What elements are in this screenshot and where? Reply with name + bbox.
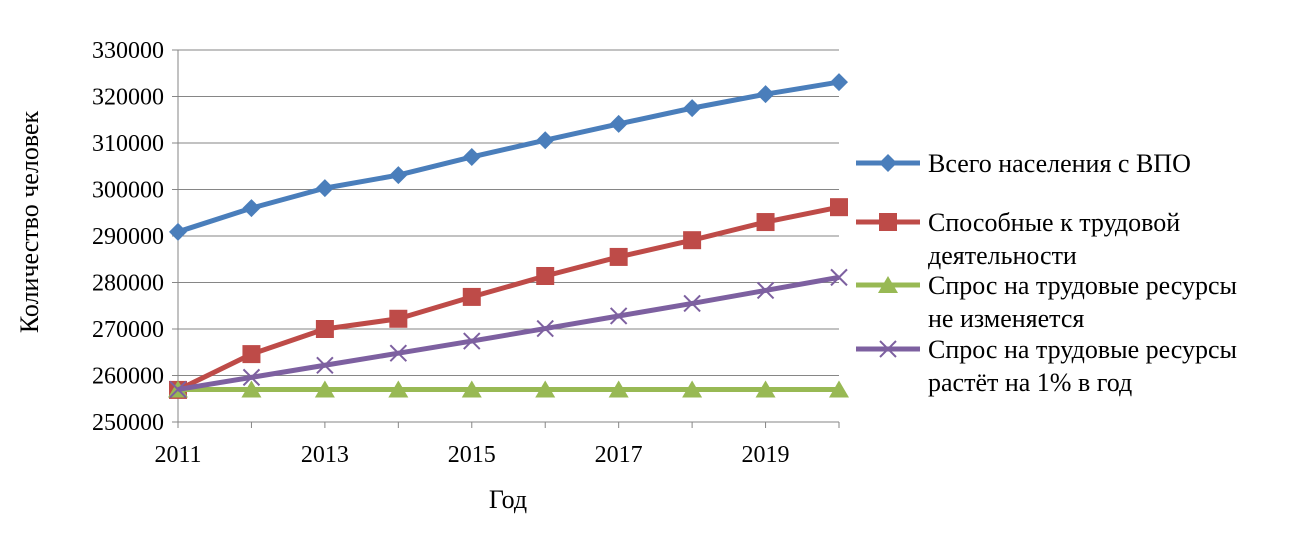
legend-marker [879,340,897,358]
x-tick-label: 2013 [301,442,349,468]
legend-marker [879,213,897,231]
data-point [536,319,554,338]
data-point [683,294,701,313]
y-axis-label: Количество человек [15,111,44,334]
data-point [388,380,409,398]
legend-marker [878,276,898,293]
legend-marker [879,154,897,172]
data-point [756,281,775,300]
data-point [609,307,628,325]
x-axis-label: Год [489,485,527,514]
y-tick-label: 310000 [92,131,164,157]
x-tick-label: 2017 [595,442,643,468]
data-point [756,213,775,232]
legend-label: Всего населения с ВПО [928,149,1191,178]
y-tick-label: 270000 [92,317,164,343]
data-point [683,99,702,118]
data-point [756,85,775,104]
data-point [242,199,261,218]
data-point [463,332,481,350]
y-tick-label: 280000 [92,271,164,297]
data-point [169,380,187,399]
y-tick-label: 290000 [92,224,164,250]
data-point [609,114,628,133]
data-point [241,380,262,398]
data-point [608,380,629,398]
data-point [683,231,702,250]
data-point [242,368,261,387]
y-tick-label: 330000 [92,38,164,64]
data-point [315,320,334,338]
data-point [242,345,261,364]
data-point [461,380,482,398]
data-point [169,222,187,241]
series-line-4 [177,274,840,392]
x-tick-label: 2015 [448,442,496,468]
data-point [755,380,776,398]
data-point [462,147,481,166]
data-point [389,309,408,328]
legend-label: Спрос на трудовые ресурсы [928,335,1237,364]
data-point [536,266,555,285]
legend-label: Спрос на трудовые ресурсы [928,271,1237,300]
data-point [830,73,848,92]
data-point [314,380,335,398]
legend-label: Способные к трудовой [928,208,1180,237]
series-line-2 [176,204,840,393]
legend-label: деятельности [928,241,1077,270]
legend-label: растёт на 1% в год [928,368,1132,397]
data-point [462,287,481,306]
data-point [316,356,334,374]
data-point [389,166,408,185]
data-point [830,268,848,287]
data-point [535,380,556,398]
data-point [830,198,848,217]
data-point [315,179,334,198]
x-tick-label: 2011 [154,442,201,468]
y-tick-label: 260000 [92,364,164,390]
data-point [682,380,703,398]
data-point [389,344,408,362]
y-tick-label: 250000 [92,410,164,436]
series-line-1 [177,79,840,235]
legend-label: не изменяется [928,304,1084,333]
data-point [829,380,849,398]
data-point [536,131,555,150]
data-point [609,247,628,266]
y-tick-label: 320000 [92,85,164,111]
y-tick-label: 300000 [92,178,164,204]
x-tick-label: 2019 [742,442,790,468]
